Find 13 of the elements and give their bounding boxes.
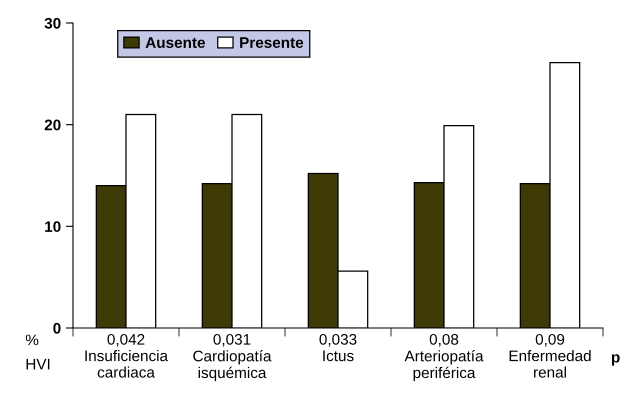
x-tick-label: 0,08 Arteriopatía periférica xyxy=(404,334,484,382)
y-tick-label: 30 xyxy=(44,18,61,29)
legend-label: Ausente xyxy=(146,37,205,48)
y-tick-label: 10 xyxy=(45,221,61,232)
x-tick-label: 0,031 Cardiopatía isquémica xyxy=(193,334,272,382)
legend-label: Presente xyxy=(240,37,304,48)
y-tick-label: 0 xyxy=(53,322,61,334)
x-tick-label: 0,042 Insuficiencia cardiaca xyxy=(85,334,168,378)
y-axis-title: % HVI xyxy=(26,334,50,370)
x-tick-label: 0,033 Ictus xyxy=(319,334,356,362)
x-tick-label: 0,09 Enfermedad renal xyxy=(510,334,591,378)
x-axis-title: p xyxy=(612,354,620,366)
y-tick-label: 20 xyxy=(44,120,61,130)
